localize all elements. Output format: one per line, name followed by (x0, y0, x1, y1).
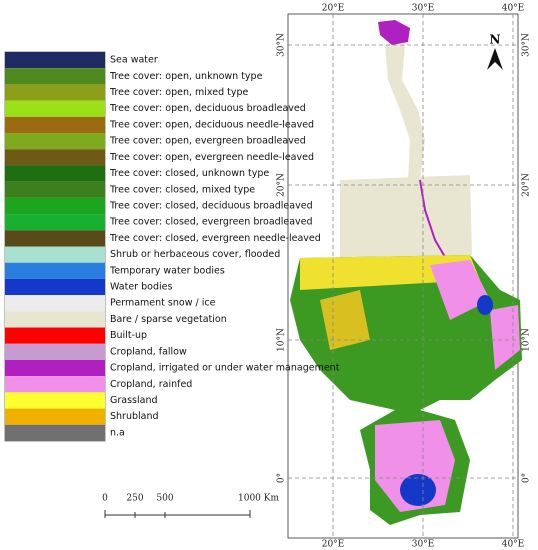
lat-label: 30°N (277, 33, 287, 57)
lat-label: 20°N (277, 173, 287, 197)
lat-label: 10°N (522, 328, 532, 352)
legend-swatch (5, 116, 105, 134)
map: N (287, 13, 522, 539)
legend-label: Built-up (110, 330, 147, 341)
lat-label: 30°N (522, 33, 532, 57)
legend-label: Bare / sparse vegetation (110, 314, 227, 325)
legend-label: n.a (110, 427, 125, 438)
grassland (300, 255, 480, 290)
legend-swatch (5, 278, 105, 296)
scale-label: 1000 Km (238, 494, 279, 504)
cropland (430, 260, 490, 320)
scale-label: 0 (102, 494, 108, 504)
legend-swatch (5, 424, 105, 441)
legend-swatch (5, 295, 105, 312)
legend-swatch (5, 165, 105, 182)
lat-label: 20°N (522, 173, 532, 197)
lat-label: 0° (277, 473, 287, 483)
lat-label: 10°N (277, 328, 287, 352)
legend-label: Tree cover: open, unknown type (109, 71, 263, 82)
legend-swatch (5, 327, 105, 344)
legend-label: Tree cover: closed, evergreen needle-lea… (109, 233, 321, 244)
lon-label: 20°E (322, 4, 345, 14)
cropland (490, 305, 520, 370)
legend-label: Temporary water bodies (109, 265, 225, 276)
legend-swatch (5, 262, 105, 279)
lon-label: 30°E (412, 4, 435, 14)
lon-label: 30°E (412, 540, 435, 550)
legend-label: Tree cover: open, evergreen needle-leave… (109, 152, 314, 163)
legend-label: Tree cover: closed, unknown type (109, 168, 269, 179)
legend-label: Tree cover: closed, deciduous broadleave… (109, 200, 313, 211)
legend-swatch (5, 359, 105, 377)
legend-swatch (5, 52, 105, 69)
legend-label: Shrubland (110, 411, 159, 422)
legend-label: Shrub or herbaceous cover, flooded (110, 249, 280, 260)
river (419, 179, 449, 263)
legend-swatch (5, 343, 105, 360)
legend-label: Tree cover: open, mixed type (109, 87, 249, 98)
scale-bar (104, 510, 251, 518)
legend-label: Sea water (110, 55, 158, 66)
lon-label: 40°E (502, 4, 525, 14)
nile-delta (378, 20, 410, 45)
legend-swatch (5, 246, 105, 263)
legend-label: Tree cover: open, deciduous broadleaved (109, 103, 306, 114)
lake (477, 295, 493, 315)
legend-label: Cropland, fallow (110, 346, 187, 357)
legend-swatch (5, 230, 105, 247)
north-arrow (487, 48, 503, 70)
legend-swatch (5, 133, 105, 150)
lake-victoria (400, 474, 436, 506)
legend-swatch (5, 392, 105, 409)
legend-swatch (5, 197, 105, 215)
scale-label: 250 (126, 494, 143, 504)
legend-swatch (5, 181, 105, 198)
lon-label: 40°E (502, 540, 525, 550)
lon-label: 20°E (322, 540, 345, 550)
legend-label: Cropland, irrigated or under water manag… (110, 363, 340, 374)
legend-swatch (5, 408, 105, 425)
legend-swatch (5, 214, 105, 231)
legend-swatch (5, 376, 105, 393)
north-label: N (490, 33, 501, 47)
lat-label: 0° (522, 473, 532, 483)
legend-swatch (5, 84, 105, 101)
legend-label: Grassland (110, 395, 158, 406)
scale-label: 500 (156, 494, 173, 504)
legend-swatch (5, 68, 105, 85)
sahara (340, 175, 472, 258)
legend-label: Permament snow / ice (110, 298, 216, 309)
legend-label: Tree cover: closed, evergreen broadleave… (109, 217, 313, 228)
legend-swatch (5, 311, 105, 328)
legend-swatch (5, 100, 105, 117)
legend-label: Tree cover: open, deciduous needle-leave… (109, 119, 314, 130)
legend-label: Water bodies (110, 282, 172, 293)
savanna (320, 290, 370, 350)
nile-corridor (385, 45, 425, 180)
legend-label: Tree cover: open, evergreen broadleaved (109, 136, 306, 147)
legend-label: Tree cover: closed, mixed type (109, 184, 255, 195)
legend-label: Cropland, rainfed (110, 379, 192, 390)
legend-swatch (5, 149, 105, 166)
